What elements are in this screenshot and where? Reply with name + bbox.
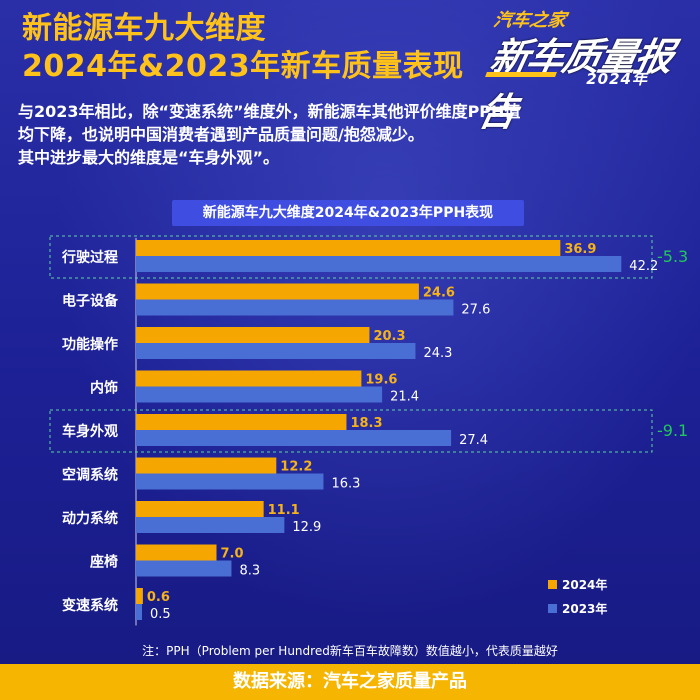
legend-label: 2023年 — [562, 601, 607, 616]
bar-2023 — [136, 256, 622, 272]
category-label: 空调系统 — [62, 467, 118, 484]
data-source-footer: 数据来源：汽车之家质量产品 — [0, 664, 700, 700]
value-label-2024: 36.9 — [564, 242, 596, 257]
bar-2024 — [136, 327, 370, 343]
value-label-2024: 11.1 — [268, 503, 300, 518]
bar-2024 — [136, 501, 264, 517]
value-label-2023: 12.9 — [292, 520, 321, 535]
category-label: 动力系统 — [62, 510, 118, 527]
footnote: 注：PPH（Problem per Hundred新车百车故障数）数值越小，代表… — [142, 644, 558, 658]
value-label-2023: 21.4 — [390, 390, 419, 405]
highlight-box — [49, 235, 653, 279]
value-label-2024: 24.6 — [423, 286, 455, 301]
report-logo: 汽车之家 新车质量报告 2024年 — [475, 6, 686, 134]
logo-year: 2024年 — [586, 70, 648, 88]
value-label-2024: 20.3 — [373, 329, 405, 344]
bar-2023 — [136, 343, 416, 359]
legend-label: 2024年 — [562, 577, 607, 592]
bar-2023 — [136, 473, 324, 490]
value-label-2023: 24.3 — [423, 346, 452, 361]
value-label-2023: 16.3 — [331, 477, 360, 492]
category-label: 功能操作 — [62, 336, 118, 353]
bar-2024 — [136, 283, 419, 300]
value-label-2023: 8.3 — [239, 564, 260, 579]
change-label: -5.3 — [657, 247, 688, 266]
description-line-3: 其中进步最大的维度是“车身外观”。 — [18, 148, 280, 167]
bar-2023 — [136, 604, 142, 620]
title-line-2: 2024年&2023年新车质量表现 — [22, 49, 464, 84]
description: 与2023年相比，除“变速系统”维度外，新能源车其他评价维度PPH值 均下降，也… — [18, 100, 688, 169]
value-label-2023: 42.2 — [629, 259, 658, 274]
legend-swatch — [548, 604, 557, 613]
title-line-1: 新能源车九大维度 — [22, 11, 266, 46]
bar-2023 — [136, 430, 452, 446]
value-label-2024: 7.0 — [221, 547, 244, 562]
description-line-2: 均下降，也说明中国消费者遇到产品质量问题/抱怨减少。 — [18, 125, 424, 144]
bar-2023 — [136, 386, 383, 403]
bar-2023 — [136, 560, 232, 577]
chart-title: 新能源车九大维度2024年&2023年PPH表现 — [172, 200, 524, 226]
description-line-1: 与2023年相比，除“变速系统”维度外，新能源车其他评价维度PPH值 — [18, 102, 521, 121]
bar-2024 — [136, 457, 277, 474]
category-label: 变速系统 — [62, 597, 118, 614]
bar-2024 — [136, 544, 217, 561]
category-label: 车身外观 — [62, 423, 118, 440]
value-label-2024: 0.6 — [147, 590, 170, 605]
category-label: 座椅 — [90, 554, 118, 571]
highlight-box — [49, 409, 653, 453]
change-label: -9.1 — [657, 421, 688, 440]
bar-2024 — [136, 588, 143, 604]
value-label-2024: 19.6 — [365, 373, 397, 388]
bar-2024 — [136, 370, 362, 387]
page-title: 新能源车九大维度 2024年&2023年新车质量表现 — [22, 10, 464, 86]
bar-2023 — [136, 299, 454, 316]
category-label: 内饰 — [90, 380, 118, 397]
value-label-2024: 18.3 — [350, 416, 382, 431]
bar-2024 — [136, 240, 561, 256]
category-label: 行驶过程 — [61, 249, 118, 266]
bar-2024 — [136, 414, 347, 430]
value-label-2023: 27.4 — [459, 433, 488, 448]
legend-swatch — [548, 580, 557, 589]
bar-2023 — [136, 517, 285, 533]
value-label-2024: 12.2 — [280, 460, 312, 475]
category-label: 电子设备 — [62, 293, 119, 310]
value-label-2023: 27.6 — [461, 303, 490, 318]
value-label-2023: 0.5 — [150, 607, 171, 622]
bar-chart: -5.3 行驶过程 36.9 42.2 电子设备 24.6 27.6 功能操作 20.3 24.3… — [49, 235, 688, 626]
